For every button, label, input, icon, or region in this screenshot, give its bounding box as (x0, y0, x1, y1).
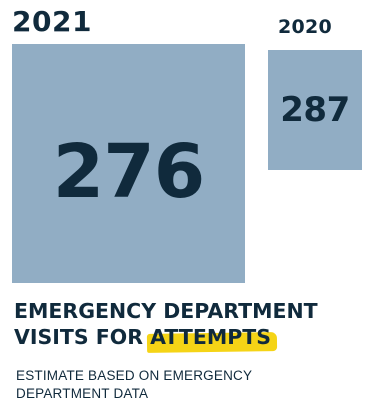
heading-line-1: EMERGENCY DEPARTMENT (14, 299, 318, 323)
heading-highlight: ATTEMPTS (150, 325, 272, 349)
value-box-2020: 287 (268, 50, 362, 170)
note-line-1: ESTIMATE BASED ON EMERGENCY (16, 368, 253, 383)
estimate-note: ESTIMATE BASED ON EMERGENCY DEPARTMENT D… (16, 367, 356, 403)
heading-line-2-prefix: VISITS FOR (14, 325, 151, 349)
stat-heading: EMERGENCY DEPARTMENT VISITS FOR ATTEMPTS (14, 298, 364, 350)
year-label-2020: 2020 (278, 16, 333, 38)
year-label-2021: 2021 (12, 5, 92, 38)
heading-line-2: VISITS FOR ATTEMPTS (14, 324, 364, 350)
value-box-2021: 276 (12, 44, 245, 283)
note-line-2: DEPARTMENT DATA (16, 386, 149, 401)
value-2021: 276 (52, 128, 205, 215)
value-2020: 287 (280, 90, 350, 130)
